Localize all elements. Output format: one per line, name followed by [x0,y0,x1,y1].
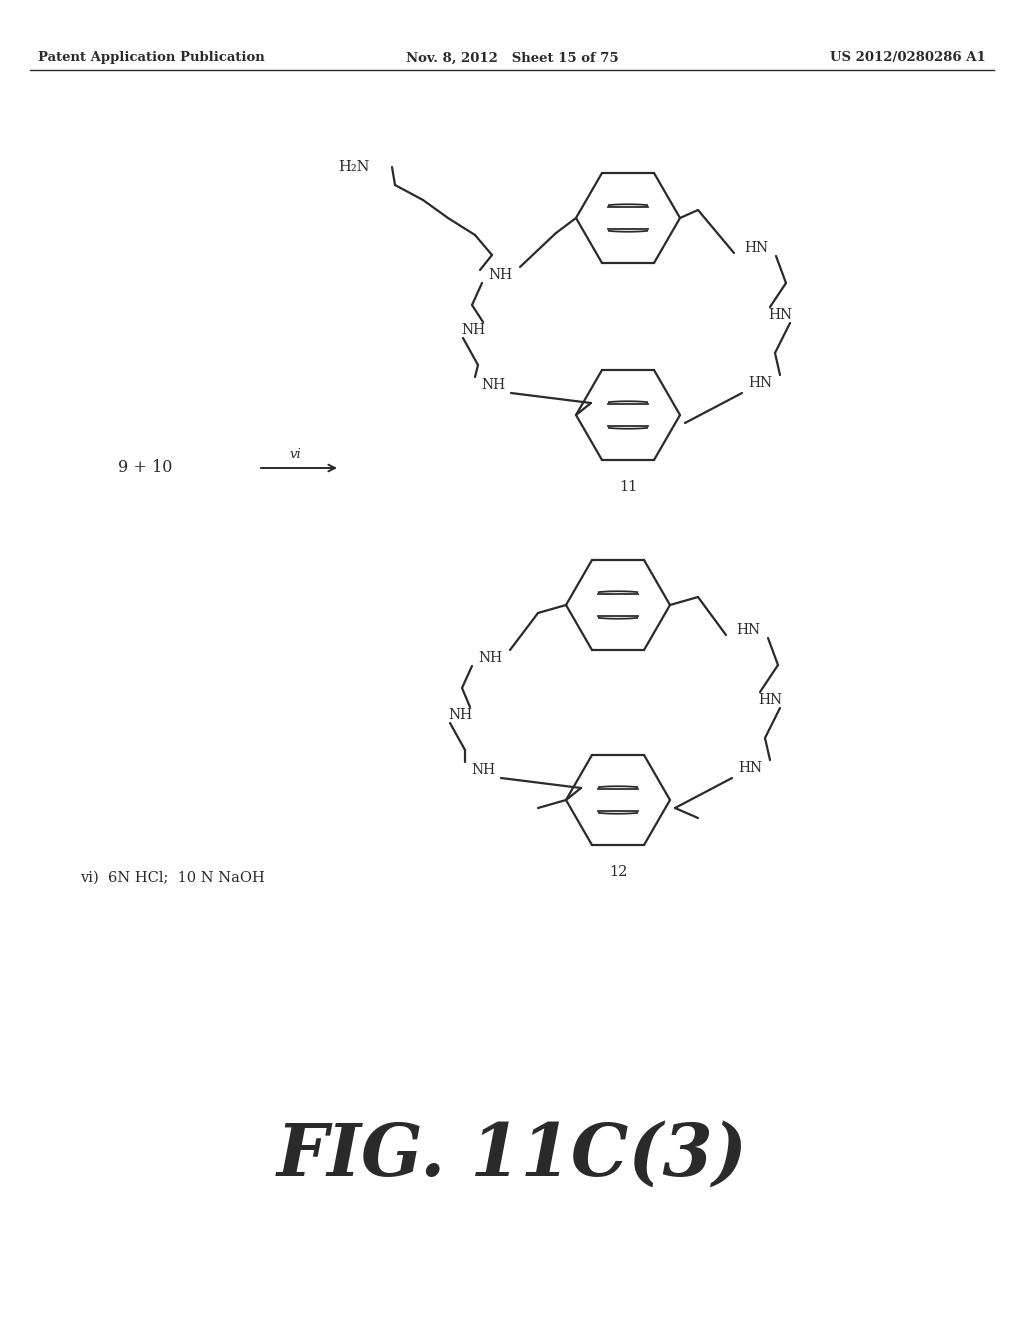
Text: HN: HN [736,623,760,638]
Text: NH: NH [471,763,495,777]
Text: HN: HN [738,762,762,775]
Text: NH: NH [481,378,505,392]
Text: US 2012/0280286 A1: US 2012/0280286 A1 [830,51,986,65]
Text: vi)  6N HCl;  10 N NaOH: vi) 6N HCl; 10 N NaOH [80,871,265,884]
Text: Nov. 8, 2012   Sheet 15 of 75: Nov. 8, 2012 Sheet 15 of 75 [406,51,618,65]
Text: HN: HN [768,308,792,322]
Text: H₂N: H₂N [339,160,370,174]
Text: 12: 12 [609,865,627,879]
Text: 11: 11 [618,480,637,494]
Text: vi: vi [289,447,301,461]
Text: HN: HN [758,693,782,708]
Text: HN: HN [744,242,768,255]
Text: NH: NH [478,651,502,665]
Text: NH: NH [447,708,472,722]
Text: HN: HN [748,376,772,389]
Text: Patent Application Publication: Patent Application Publication [38,51,265,65]
Text: NH: NH [461,323,485,337]
Text: 9 + 10: 9 + 10 [118,459,172,477]
Text: NH: NH [488,268,512,282]
Text: FIG. 11C(3): FIG. 11C(3) [276,1119,748,1191]
